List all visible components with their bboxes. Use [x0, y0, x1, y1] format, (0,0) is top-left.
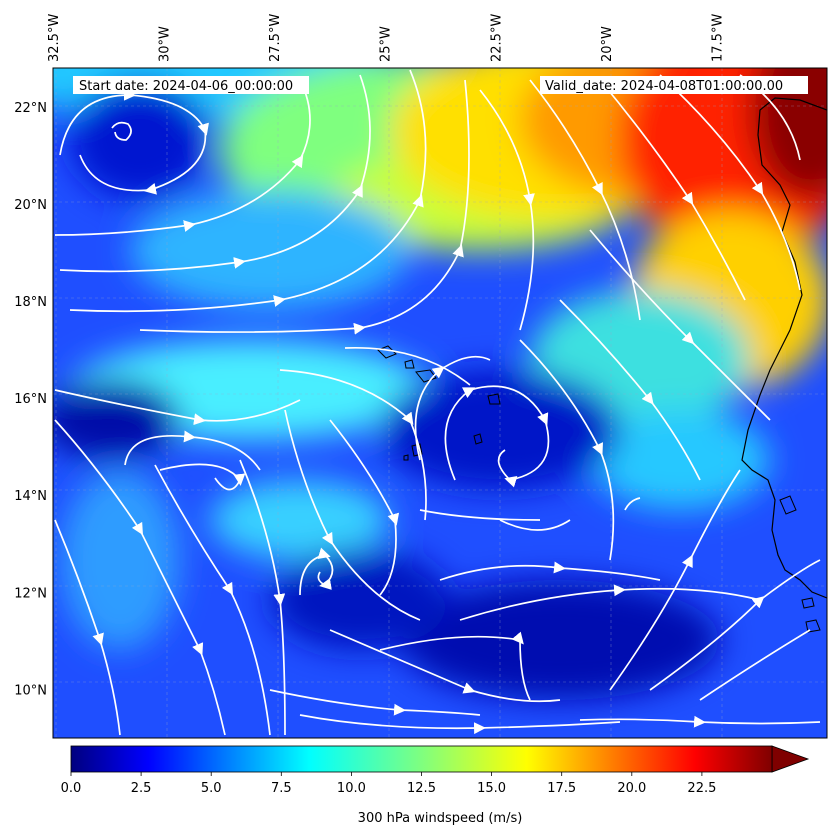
colorbar-label: 300 hPa windspeed (m/s)	[358, 811, 523, 826]
start-date-box	[73, 76, 309, 94]
longitude-label: 25°W	[379, 26, 394, 62]
latitude-label: 12°N	[14, 586, 47, 601]
latitude-labels: 22°N 20°N 18°N 16°N 14°N 12°N 10°N	[14, 101, 47, 699]
map-frame	[52, 67, 828, 739]
windspeed-field	[53, 68, 827, 738]
latitude-label: 10°N	[14, 683, 47, 698]
valid-date-box	[540, 76, 808, 94]
colorbar-tick-label: 10.0	[337, 781, 366, 796]
colorbar-tick-label: 22.5	[687, 781, 716, 796]
longitude-labels: 32.5°W 30°W 27.5°W 25°W 22.5°W 20°W 17.5°W	[47, 14, 725, 62]
latitude-label: 16°N	[14, 392, 47, 407]
latitude-label: 18°N	[14, 295, 47, 310]
longitude-label: 32.5°W	[47, 14, 62, 62]
longitude-label: 27.5°W	[268, 14, 283, 62]
longitude-label: 20°W	[600, 26, 615, 62]
longitude-label: 30°W	[158, 26, 173, 62]
colorbar-tick-label: 15.0	[477, 781, 506, 796]
colorbar: 0.0 2.5 5.0 7.5 10.0 12.5 15.0 17.5 20.0 22.5 300…	[61, 745, 810, 826]
latitude-label: 14°N	[14, 489, 47, 504]
start-date-text: Start date: 2024-04-06_00:00:00	[79, 79, 293, 94]
colorbar-tick-label: 7.5	[271, 781, 292, 796]
colorbar-gradient	[70, 745, 773, 773]
streamlines	[54, 69, 821, 736]
longitude-label: 22.5°W	[489, 14, 504, 62]
colorbar-tick-label: 0.0	[61, 781, 82, 796]
colorbar-tick-label: 20.0	[617, 781, 646, 796]
colorbar-tick-label: 12.5	[407, 781, 436, 796]
colorbar-extend-arrow	[771, 745, 810, 773]
colorbar-tick-label: 17.5	[547, 781, 576, 796]
longitude-label: 17.5°W	[710, 14, 725, 62]
latitude-label: 22°N	[14, 101, 47, 116]
colorbar-tick-label: 2.5	[131, 781, 152, 796]
coastline-africa	[741, 97, 827, 599]
colorbar-tick-label: 5.0	[201, 781, 222, 796]
colorbar-ticks: 0.0 2.5 5.0 7.5 10.0 12.5 15.0 17.5 20.0 22.5	[61, 772, 716, 796]
latitude-label: 20°N	[14, 198, 47, 213]
valid-date-text: Valid_date: 2024-04-08T01:00:00.00	[545, 79, 783, 94]
